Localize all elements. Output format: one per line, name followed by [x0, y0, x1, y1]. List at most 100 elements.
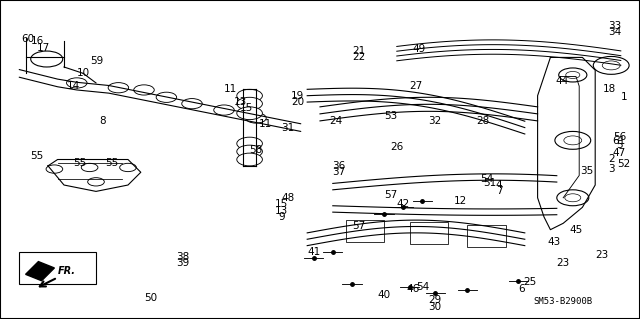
Text: 24: 24	[330, 116, 342, 126]
Text: 28: 28	[477, 116, 490, 126]
Text: 13: 13	[234, 97, 246, 107]
Circle shape	[557, 190, 589, 206]
Text: 39: 39	[176, 258, 189, 268]
Circle shape	[593, 56, 629, 74]
Text: 45: 45	[570, 225, 582, 235]
Text: 54: 54	[480, 174, 493, 184]
Text: 34: 34	[608, 27, 621, 37]
Text: 7: 7	[496, 186, 502, 197]
Text: 60: 60	[22, 34, 35, 44]
Circle shape	[237, 107, 262, 120]
Circle shape	[602, 61, 620, 70]
Text: 30: 30	[429, 302, 442, 312]
Text: 55: 55	[31, 151, 44, 161]
Text: 10: 10	[77, 68, 90, 78]
Text: 48: 48	[282, 193, 294, 203]
Text: 12: 12	[454, 196, 467, 206]
Text: 27: 27	[410, 81, 422, 91]
Text: 42: 42	[397, 199, 410, 209]
Circle shape	[46, 165, 63, 173]
Text: 57: 57	[352, 221, 365, 232]
Text: 29: 29	[429, 295, 442, 306]
Text: 23: 23	[595, 250, 608, 260]
Circle shape	[156, 92, 177, 102]
Text: 35: 35	[580, 166, 593, 176]
Text: 17: 17	[37, 43, 50, 53]
Circle shape	[120, 163, 136, 172]
Text: 23: 23	[557, 258, 570, 268]
Text: 44: 44	[556, 76, 568, 86]
Text: 4: 4	[496, 180, 502, 190]
Text: 2: 2	[608, 154, 614, 165]
Text: 47: 47	[612, 148, 625, 158]
Text: FR.: FR.	[58, 266, 76, 276]
Text: 20: 20	[291, 97, 304, 107]
Text: 54: 54	[416, 282, 429, 292]
Text: 33: 33	[608, 20, 621, 31]
Text: 22: 22	[352, 52, 365, 63]
Circle shape	[237, 153, 262, 166]
Text: 11: 11	[224, 84, 237, 94]
Text: 49: 49	[413, 44, 426, 55]
Circle shape	[566, 71, 580, 78]
Text: 59: 59	[91, 56, 104, 66]
Text: 18: 18	[604, 84, 616, 94]
Text: 51: 51	[483, 178, 496, 189]
Polygon shape	[26, 262, 54, 281]
Circle shape	[237, 97, 262, 110]
Bar	[410, 222, 448, 244]
Circle shape	[246, 113, 266, 123]
Circle shape	[81, 163, 98, 172]
Text: 52: 52	[618, 159, 630, 169]
Bar	[346, 220, 384, 242]
Circle shape	[88, 178, 104, 186]
Circle shape	[108, 83, 129, 93]
Text: 14: 14	[67, 81, 80, 91]
Text: 11: 11	[259, 119, 272, 130]
Text: 43: 43	[547, 237, 560, 248]
Text: 53: 53	[384, 111, 397, 122]
Circle shape	[182, 99, 202, 109]
Text: 61: 61	[612, 136, 625, 146]
Circle shape	[134, 85, 154, 95]
Text: 15: 15	[275, 199, 288, 209]
Text: 38: 38	[176, 252, 189, 262]
Text: 55: 55	[74, 158, 86, 168]
Text: 26: 26	[390, 142, 403, 152]
Circle shape	[237, 145, 262, 158]
Text: 19: 19	[291, 91, 304, 101]
Text: 36: 36	[333, 161, 346, 171]
Text: 25: 25	[524, 277, 536, 287]
Circle shape	[67, 78, 87, 88]
Text: 8: 8	[99, 116, 106, 126]
Text: 40: 40	[378, 290, 390, 300]
Text: 50: 50	[144, 293, 157, 303]
Text: 55: 55	[106, 158, 118, 168]
Text: 13: 13	[275, 205, 288, 216]
Text: 6: 6	[518, 284, 525, 294]
Text: 31: 31	[282, 122, 294, 133]
Text: 16: 16	[31, 36, 44, 47]
Circle shape	[564, 136, 582, 145]
Text: 46: 46	[406, 284, 419, 294]
Bar	[19, 252, 96, 284]
Circle shape	[214, 105, 234, 115]
Text: 32: 32	[429, 116, 442, 126]
Circle shape	[564, 194, 581, 202]
Text: 5: 5	[616, 140, 623, 150]
Text: 21: 21	[352, 46, 365, 56]
Text: 56: 56	[613, 132, 626, 142]
Text: 41: 41	[307, 247, 320, 257]
Text: 9: 9	[278, 212, 285, 222]
Text: 3: 3	[608, 164, 614, 174]
Circle shape	[237, 137, 262, 150]
Text: 1: 1	[621, 92, 627, 102]
Text: 57: 57	[384, 189, 397, 200]
Text: 58: 58	[250, 145, 262, 155]
Circle shape	[237, 89, 262, 102]
Text: 15: 15	[240, 103, 253, 114]
Text: 37: 37	[333, 167, 346, 177]
Bar	[467, 225, 506, 247]
Circle shape	[555, 131, 591, 149]
Text: SM53-B2900B: SM53-B2900B	[534, 297, 593, 306]
